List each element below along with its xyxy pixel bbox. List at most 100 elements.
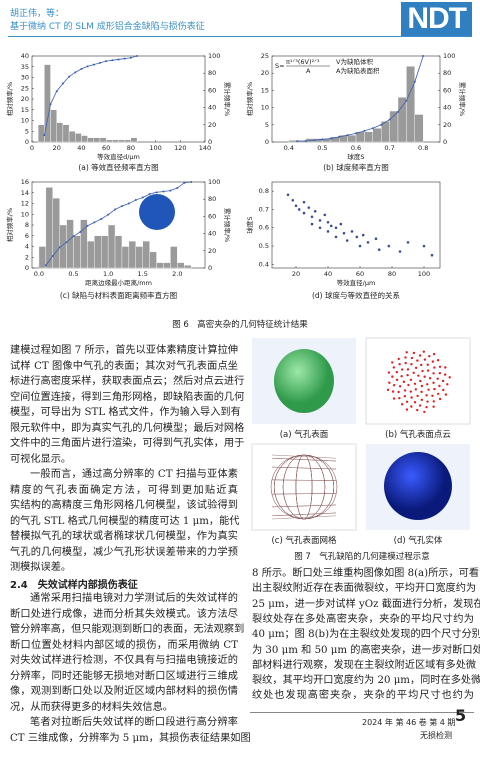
cloud-dot	[444, 366, 447, 369]
cloud-dot	[416, 359, 419, 362]
cumulative-point	[107, 213, 110, 216]
subfigure-caption: (a) 气孔表面	[279, 430, 329, 440]
cloud-dot	[409, 390, 412, 393]
cloud-dot	[427, 388, 430, 391]
cloud-dot	[405, 408, 409, 411]
y-tick-label: 20	[21, 95, 29, 103]
histogram-bar	[45, 187, 53, 269]
cloud-dot	[448, 376, 451, 379]
cumulative-point	[355, 132, 357, 135]
y-tick-label: 5	[25, 127, 29, 135]
formula: A	[306, 67, 311, 75]
cloud-dot	[400, 368, 404, 371]
mesh-edge	[271, 454, 337, 459]
cloud-dot	[392, 383, 396, 387]
text-line: 况，从而获得更多的材料失效信息。	[10, 701, 173, 713]
x-tick-label: 0.5	[317, 144, 327, 152]
y2-tick-label: 100	[208, 178, 220, 186]
cumulative-point	[98, 61, 101, 64]
formula-note: A为缺陷表面积	[336, 66, 380, 75]
cloud-dot	[426, 383, 429, 386]
surface-mesh	[270, 454, 338, 520]
x-tick-label: 0.8	[418, 144, 428, 152]
cumulative-point	[49, 103, 52, 106]
text-line: 可视化显示。	[10, 453, 72, 465]
cumulative-point	[155, 191, 158, 194]
x-tick-label: 100	[149, 144, 161, 152]
y-tick-label: 0.6	[259, 224, 269, 232]
cumulative-point	[136, 55, 139, 57]
scatter-point	[307, 206, 311, 209]
mesh-edge	[271, 504, 337, 508]
y2-tick-label: 100	[208, 52, 220, 60]
histogram-bar	[142, 240, 150, 269]
y2-axis-label: 累计频率/%	[223, 82, 232, 116]
y-tick-label: 10	[21, 117, 29, 125]
y-tick-label: 0.8	[259, 187, 269, 195]
cumulative-point	[111, 59, 114, 62]
y-tick-label: 2	[25, 253, 29, 261]
mesh-edge	[271, 479, 337, 481]
cumulative-point	[304, 140, 307, 143]
text-line: 25 μm，进一步对试样 yOz 截面进行分析，发现在主	[252, 598, 480, 610]
cloud-dot	[420, 390, 423, 394]
cumulative-line	[45, 181, 192, 266]
histogram-bar	[347, 134, 357, 143]
y2-tick-label: 80	[208, 195, 216, 203]
x-axis-label: 距离边缘最小距离/mm	[85, 278, 152, 287]
footer-issue: 2024 年 第 46 卷 第 4 期	[362, 718, 456, 727]
y-tick-label: 35	[21, 63, 29, 71]
cloud-dot	[414, 366, 418, 370]
cloud-dot	[436, 392, 440, 396]
cloud-dot	[400, 403, 404, 406]
cumulative-point	[422, 55, 425, 57]
cumulative-point	[127, 202, 130, 205]
cumulative-point	[405, 99, 408, 102]
formula: π¹ᐟ³(6V)²ᐟ³	[286, 58, 320, 66]
x-tick-label: 0	[30, 144, 34, 152]
cloud-dot	[388, 381, 391, 384]
scatter-point	[291, 198, 295, 202]
y2-tick-label: 20	[208, 121, 216, 129]
y2-axis-label: 累计频率/%	[458, 82, 467, 116]
scatter-point	[310, 215, 314, 219]
y2-tick-label: 40	[443, 104, 451, 112]
cloud-dot	[412, 371, 415, 375]
cumulative-point	[176, 187, 179, 190]
cloud-dot	[436, 377, 439, 380]
cloud-dot	[403, 389, 407, 392]
text-line: 管分辨率高，但只能观测到断口的表面，无法观察到	[10, 624, 245, 635]
scatter-point	[302, 211, 306, 215]
subfigure-caption: (c) 气孔表面网格	[271, 536, 337, 546]
scatter-point	[350, 230, 354, 233]
point-cloud	[386, 350, 451, 414]
inset-image	[139, 194, 175, 230]
text-line: 分辨率，同时还能够无损地对断口区域进行三维成	[10, 670, 238, 682]
y2-tick-label: 20	[208, 247, 216, 255]
text-line: 纹处也发现高密夹杂，夹杂的平均尺寸也约为	[252, 690, 474, 702]
cumulative-point	[72, 235, 75, 238]
cloud-dot	[407, 383, 410, 387]
y-tick-label: 25	[261, 52, 269, 60]
footer-rule	[250, 712, 474, 713]
histogram-bar	[94, 235, 102, 269]
y-tick-label: 4	[25, 243, 29, 251]
panel-caption: (b) 球度频率直方图	[323, 162, 389, 172]
cloud-dot	[417, 374, 420, 377]
y2-tick-label: 60	[443, 86, 451, 94]
mesh-ring	[273, 454, 335, 520]
cloud-dot	[410, 405, 413, 408]
scatter-point	[406, 241, 410, 244]
histogram-bar	[114, 235, 123, 269]
x-tick-label: 0.5	[68, 270, 78, 278]
section-heading: 2.4 失效试样内部损伤表征	[10, 579, 138, 591]
histogram-bar	[364, 131, 373, 143]
y2-tick-label: 40	[208, 230, 216, 238]
cloud-dot	[421, 369, 424, 373]
cumulative-point	[55, 90, 58, 93]
scatter-point	[326, 230, 330, 233]
scatter-point	[377, 248, 381, 252]
figure-7	[251, 337, 471, 531]
cumulative-point	[169, 189, 172, 192]
cloud-dot	[409, 378, 413, 381]
